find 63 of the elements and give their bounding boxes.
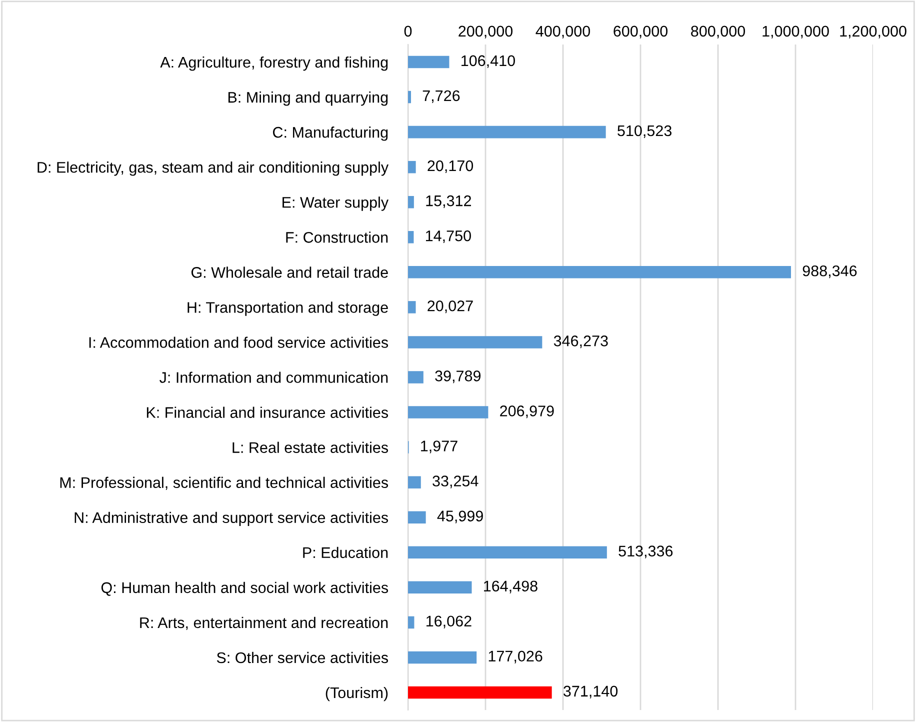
bar: [408, 406, 488, 418]
bar: [408, 301, 416, 314]
bar: [408, 546, 607, 559]
y-tick-label: P: Education: [303, 546, 388, 558]
y-tick-label: R: Arts, entertainment and recreation: [140, 616, 388, 630]
data-label: 206,979: [500, 406, 554, 418]
x-tick-label: 800,000: [691, 26, 746, 38]
data-label: 1,977: [421, 440, 458, 454]
bar: [408, 476, 421, 488]
data-label: 39,789: [435, 370, 481, 384]
bar: [408, 686, 552, 699]
data-label: 513,336: [618, 546, 673, 558]
x-tick-label: 200,000: [458, 26, 513, 38]
data-label: 20,170: [428, 160, 474, 173]
bar: [408, 581, 472, 594]
bar: [408, 90, 411, 104]
data-label: 45,999: [437, 510, 483, 524]
x-tick-label: 1,000,000: [762, 26, 829, 38]
data-label: 988,346: [802, 265, 857, 278]
x-tick-label: 0: [404, 26, 412, 37]
bar: [408, 266, 791, 278]
data-label: 14,750: [426, 230, 471, 244]
y-tick-label: E: Water supply: [282, 196, 389, 211]
bar: [408, 126, 606, 138]
x-tick-label: 400,000: [536, 26, 590, 38]
y-tick-label: (Tourism): [326, 686, 388, 702]
y-tick-label: I: Accommodation and food service activities: [89, 336, 388, 348]
data-label: 15,312: [426, 195, 472, 208]
bar: [408, 160, 416, 174]
data-label: 106,410: [462, 55, 515, 68]
y-tick-label: D: Electricity, gas, steam and air conditioning supply: [38, 162, 389, 176]
y-tick-label: F: Construction: [286, 232, 388, 243]
data-label: 7,726: [422, 90, 460, 103]
y-tick-label: A: Agriculture, forestry and fishing: [160, 56, 388, 71]
data-label: 16,062: [426, 616, 472, 628]
bar: [408, 196, 414, 208]
y-tick-label: J: Information and communication: [160, 372, 388, 383]
bar: [408, 511, 426, 524]
data-label: 20,027: [428, 300, 473, 314]
y-tick-label: B: Mining and quarrying: [228, 92, 388, 106]
data-label: 510,523: [618, 125, 672, 138]
y-tick-label: Q: Human health and social work activities: [101, 582, 388, 596]
x-tick-label: 1,200,000: [840, 26, 906, 38]
y-tick-label: S: Other service activities: [216, 652, 388, 664]
y-tick-label: H: Transportation and storage: [188, 302, 388, 316]
y-tick-label: G: Wholesale and retail trade: [191, 266, 388, 278]
y-tick-label: M: Professional, scientific and technical activities: [60, 476, 388, 490]
bar: [408, 231, 414, 244]
bar: [408, 56, 450, 68]
bar: [408, 371, 424, 384]
y-tick-label: N: Administrative and support service activities: [74, 512, 388, 526]
x-tick-label: 600,000: [614, 26, 668, 38]
data-label: 164,498: [484, 580, 538, 594]
data-label: 177,026: [488, 650, 542, 664]
bar: [408, 651, 477, 664]
bar: [408, 336, 542, 348]
data-label: 33,254: [432, 476, 478, 488]
y-tick-label: C: Manufacturing: [273, 126, 388, 141]
y-tick-label: K: Financial and insurance activities: [146, 406, 388, 418]
data-label: 371,140: [564, 686, 618, 698]
y-tick-label: L: Real estate activities: [232, 442, 388, 453]
bar: [408, 616, 414, 629]
data-label: 346,273: [554, 336, 608, 348]
